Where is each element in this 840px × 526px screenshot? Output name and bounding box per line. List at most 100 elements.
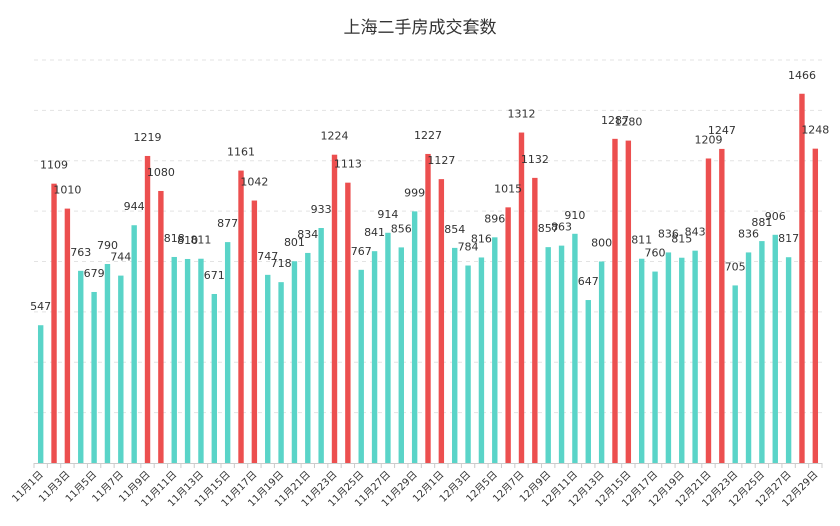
bar — [411, 211, 418, 463]
bar — [465, 265, 471, 463]
data-label: 1209 — [694, 133, 722, 146]
bar — [585, 300, 591, 463]
data-label: 815 — [671, 233, 692, 246]
data-label: 744 — [110, 251, 131, 264]
bar — [812, 148, 819, 463]
bar — [665, 252, 672, 463]
bar — [158, 190, 164, 463]
bar — [171, 256, 177, 463]
bar — [772, 234, 778, 463]
bar — [518, 132, 525, 464]
data-label: 816 — [471, 232, 492, 245]
data-label: 843 — [685, 226, 706, 239]
bar — [652, 271, 658, 463]
bar — [118, 275, 124, 463]
data-label: 836 — [658, 227, 679, 240]
bars — [37, 93, 819, 464]
bar — [545, 247, 551, 463]
data-label: 810 — [177, 234, 198, 247]
bar — [638, 258, 645, 463]
data-label: 1080 — [147, 166, 175, 179]
bar — [612, 138, 618, 464]
bar — [719, 148, 725, 464]
data-label: 811 — [190, 234, 211, 247]
bar — [184, 258, 191, 463]
data-label: 1248 — [801, 124, 829, 137]
bar — [251, 200, 258, 463]
bar — [144, 155, 151, 464]
x-axis: 11月1日11月3日11月5日11月7日11月9日11月11日11月13日11月… — [10, 463, 823, 509]
data-label: 1224 — [321, 130, 349, 143]
bar — [598, 261, 605, 463]
data-label: 914 — [377, 208, 398, 221]
bar — [625, 140, 632, 463]
bar — [131, 225, 137, 463]
data-label: 877 — [217, 217, 238, 230]
bar — [305, 252, 311, 463]
data-label: 800 — [591, 237, 612, 250]
bar — [238, 170, 244, 463]
data-label: 836 — [738, 227, 759, 240]
bar — [318, 228, 324, 463]
data-label: 1127 — [427, 154, 455, 167]
bar — [785, 257, 792, 463]
bar — [345, 182, 351, 463]
data-label: 763 — [70, 246, 91, 259]
bar — [478, 257, 485, 463]
bar — [505, 207, 511, 463]
data-label: 679 — [84, 267, 105, 280]
data-label: 647 — [578, 275, 599, 288]
bar — [37, 325, 44, 463]
bar — [799, 93, 805, 463]
data-label: 999 — [404, 186, 425, 199]
data-label: 817 — [778, 232, 799, 245]
bar — [759, 241, 765, 463]
data-label: 910 — [564, 209, 585, 222]
bar — [278, 282, 284, 463]
data-label: 1015 — [494, 182, 522, 195]
bar — [198, 258, 204, 463]
data-label: 1466 — [788, 69, 816, 82]
bar — [64, 208, 71, 463]
data-label: 863 — [551, 221, 572, 234]
bar — [104, 264, 111, 463]
data-label: 1109 — [40, 159, 68, 172]
bar — [224, 242, 231, 463]
data-label: 671 — [204, 269, 225, 282]
data-label: 1227 — [414, 129, 442, 142]
bar — [265, 274, 271, 463]
data-label: 747 — [257, 250, 278, 263]
data-label: 933 — [311, 203, 332, 216]
bar — [371, 251, 378, 463]
data-label: 705 — [725, 260, 746, 273]
data-label: 1042 — [240, 176, 268, 189]
data-label: 841 — [364, 226, 385, 239]
data-label: 1219 — [134, 131, 162, 144]
data-label: 1132 — [521, 153, 549, 166]
data-label: 1287 — [601, 114, 629, 127]
chart-title: 上海二手房成交套数 — [344, 18, 497, 38]
bar — [679, 257, 685, 463]
data-label: 718 — [271, 257, 292, 270]
bar — [211, 293, 218, 463]
bar — [705, 158, 712, 463]
bar — [331, 154, 338, 463]
bar — [532, 177, 538, 463]
bar — [51, 183, 57, 463]
bar — [572, 233, 578, 463]
bar — [358, 269, 364, 463]
bar — [745, 252, 752, 463]
bar — [558, 245, 565, 463]
data-label: 811 — [631, 234, 652, 247]
bar — [398, 247, 404, 463]
bar — [91, 291, 97, 463]
data-label: 760 — [645, 247, 666, 260]
bar — [438, 179, 445, 463]
data-label: 818 — [164, 232, 185, 245]
bar — [452, 247, 458, 463]
bar — [732, 285, 738, 463]
data-label: 881 — [751, 216, 772, 229]
